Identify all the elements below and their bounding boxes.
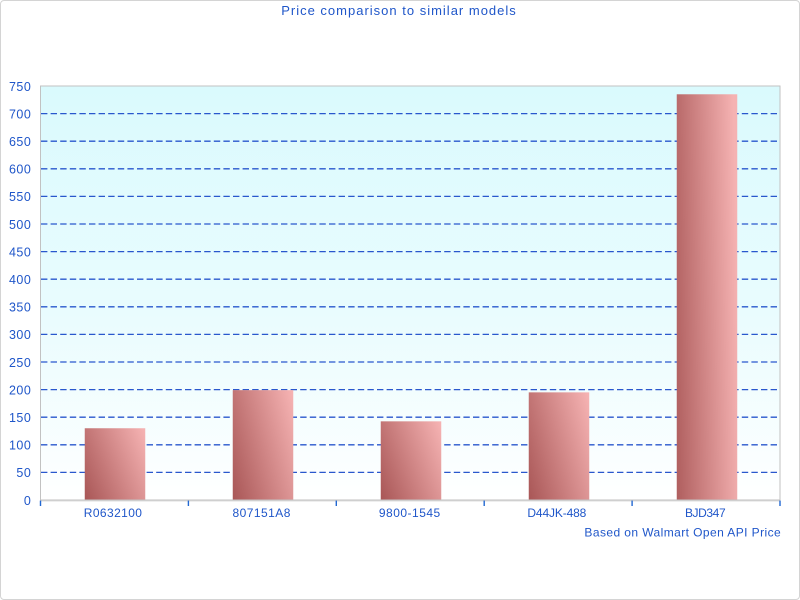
svg-text:650: 650: [9, 135, 31, 149]
svg-text:450: 450: [9, 245, 31, 259]
svg-text:600: 600: [9, 163, 31, 177]
svg-text:R0632100: R0632100: [84, 506, 143, 520]
svg-text:200: 200: [9, 383, 31, 397]
svg-text:250: 250: [9, 356, 31, 370]
svg-text:500: 500: [9, 218, 31, 232]
svg-text:750: 750: [9, 80, 31, 94]
svg-text:550: 550: [9, 190, 31, 204]
svg-text:0: 0: [24, 494, 31, 508]
svg-text:BJD347: BJD347: [685, 506, 726, 520]
svg-text:100: 100: [9, 439, 31, 453]
svg-text:Price comparison to similar mo: Price comparison to similar models: [281, 3, 517, 18]
svg-text:300: 300: [9, 328, 31, 342]
svg-text:350: 350: [9, 301, 31, 315]
svg-text:Based on Walmart Open API Pric: Based on Walmart Open API Price: [584, 525, 781, 539]
svg-text:150: 150: [9, 411, 31, 425]
svg-text:700: 700: [9, 107, 31, 121]
svg-text:807151A8: 807151A8: [233, 506, 291, 520]
svg-text:400: 400: [9, 273, 31, 287]
svg-text:9800-1545: 9800-1545: [379, 506, 441, 520]
svg-text:D44JK-488: D44JK-488: [527, 506, 586, 520]
svg-text:50: 50: [16, 466, 31, 480]
